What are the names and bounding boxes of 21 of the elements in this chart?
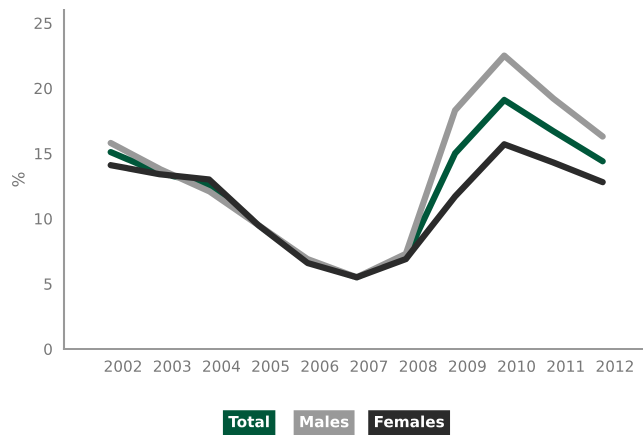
y-tick-label: 25	[34, 18, 52, 30]
text: Males	[300, 416, 348, 428]
x-tick-label: 2009	[449, 360, 486, 372]
x-tick-label: 2007	[350, 360, 388, 372]
x-tick-label: 2008	[400, 360, 437, 372]
y-tick-label: 10	[35, 213, 52, 225]
x-tick-label: 2003	[154, 360, 190, 372]
text: Females	[374, 416, 444, 428]
x-tick-label: 2005	[252, 360, 289, 372]
y-tick-label: 0	[44, 343, 52, 356]
text: Total	[228, 416, 269, 428]
x-tick-label: 2002	[104, 360, 141, 372]
x-tick-label: 2012	[596, 360, 633, 372]
x-tick-label: 2006	[301, 360, 338, 372]
y-tick-label: 15	[35, 148, 52, 160]
x-tick-label: 2011	[547, 360, 584, 372]
x-tick-label: 2004	[203, 360, 240, 372]
y-tick-label: 20	[34, 82, 52, 94]
y-tick-label: 5	[44, 278, 52, 290]
y-axis-title: %	[12, 172, 25, 186]
x-tick-label: 2010	[498, 360, 535, 372]
